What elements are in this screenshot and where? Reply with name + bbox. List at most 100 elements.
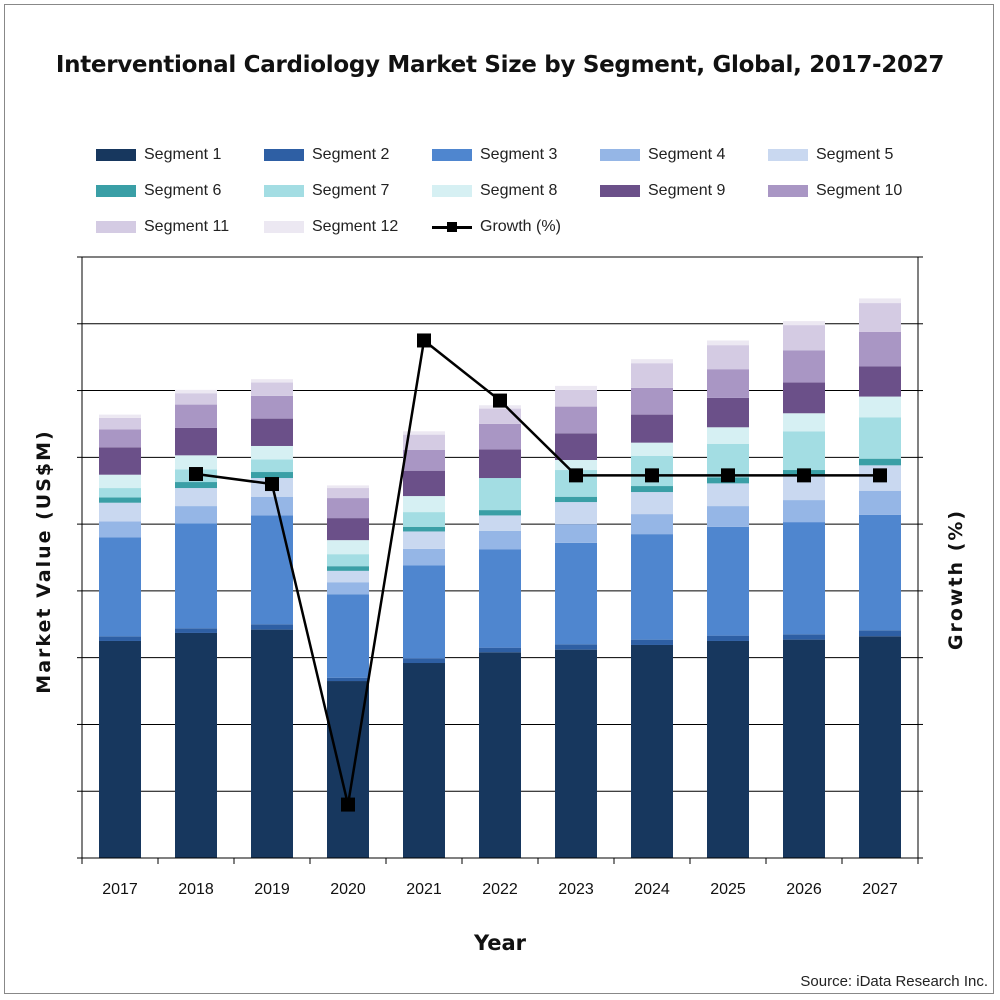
bar-segment xyxy=(783,634,825,640)
bar-segment xyxy=(99,447,141,475)
bar-segment xyxy=(99,636,141,641)
legend-swatch xyxy=(768,185,808,197)
growth-point xyxy=(493,393,507,408)
bar-segment xyxy=(251,624,293,630)
legend-swatch xyxy=(600,149,640,161)
growth-point xyxy=(189,467,203,482)
y2-axis-title: Growth (%) xyxy=(945,509,967,650)
bar-segment xyxy=(707,397,749,428)
y-axis-title: Market Value (US$M) xyxy=(33,429,55,693)
bar-segment xyxy=(99,417,141,430)
bar-segment xyxy=(99,414,141,418)
growth-point xyxy=(645,468,659,483)
chart-title: Interventional Cardiology Market Size by… xyxy=(55,52,945,78)
bar-segment xyxy=(555,406,597,434)
bar-segment xyxy=(783,431,825,471)
bar-segment xyxy=(251,629,293,858)
growth-point xyxy=(569,468,583,483)
bar-segment xyxy=(783,413,825,432)
bar-segment xyxy=(783,500,825,523)
bar-segment xyxy=(479,478,521,511)
x-tick-label: 2024 xyxy=(634,881,670,898)
bar-segment xyxy=(555,542,597,645)
growth-point xyxy=(265,477,279,492)
bar-segment xyxy=(783,382,825,414)
legend-label: Growth (%) xyxy=(480,218,561,235)
x-tick-label: 2018 xyxy=(178,881,214,898)
legend-swatch xyxy=(96,185,136,197)
bar-segment xyxy=(859,298,901,304)
x-tick-label: 2021 xyxy=(406,881,442,898)
bar-segment xyxy=(555,389,597,407)
bar-segment xyxy=(783,522,825,635)
bar-segment xyxy=(99,474,141,489)
legend-label: Segment 4 xyxy=(648,146,726,163)
growth-point xyxy=(721,468,735,483)
bar-segment xyxy=(251,395,293,419)
bar-segment xyxy=(251,382,293,396)
legend-label: Segment 11 xyxy=(144,218,230,235)
bar-segment xyxy=(175,628,217,633)
bar-segment xyxy=(631,486,673,493)
bar-segment xyxy=(327,498,369,519)
legend-line-marker xyxy=(432,221,472,233)
legend-item: Segment 9 xyxy=(600,181,725,201)
x-tick-label: 2026 xyxy=(786,881,822,898)
growth-point xyxy=(797,468,811,483)
legend-item: Segment 11 xyxy=(96,217,229,237)
legend-swatch xyxy=(600,185,640,197)
legend-label: Segment 10 xyxy=(816,182,903,199)
bar-segment xyxy=(327,540,369,555)
bar-segment xyxy=(251,515,293,625)
bar-segment xyxy=(327,681,369,858)
bar-segment xyxy=(175,506,217,524)
bar-segment xyxy=(859,630,901,637)
bar-segment xyxy=(707,640,749,858)
bar-segment xyxy=(707,427,749,444)
bar-segment xyxy=(555,649,597,858)
legend-swatch xyxy=(264,149,304,161)
source-note: Source: iData Research Inc. xyxy=(800,973,988,990)
bar-segment xyxy=(479,515,521,531)
bar-segment xyxy=(99,640,141,858)
bar-segment xyxy=(479,549,521,648)
growth-point xyxy=(341,797,355,812)
growth-point xyxy=(873,468,887,483)
bar-segment xyxy=(859,366,901,397)
x-tick-label: 2019 xyxy=(254,881,290,898)
bar-segment xyxy=(403,434,445,450)
x-tick-label: 2022 xyxy=(482,881,518,898)
bar-segment xyxy=(555,385,597,390)
bar-segment xyxy=(99,497,141,503)
bar-segment xyxy=(555,502,597,525)
bar-segment xyxy=(631,387,673,415)
legend-label: Segment 3 xyxy=(480,146,558,163)
bar-segment xyxy=(707,506,749,527)
bar-segment xyxy=(251,418,293,446)
bar-segment xyxy=(99,502,141,522)
bar-segment xyxy=(707,526,749,636)
bar-segment xyxy=(175,427,217,456)
bar-segment xyxy=(327,518,369,541)
bar-segment xyxy=(631,359,673,364)
bar-segment xyxy=(175,523,217,629)
bar-segment xyxy=(327,485,369,489)
bar-segment xyxy=(175,389,217,394)
x-tick-label: 2027 xyxy=(862,881,898,898)
bar-segment xyxy=(403,470,445,497)
legend-item: Segment 4 xyxy=(600,145,725,165)
x-tick-label: 2020 xyxy=(330,881,366,898)
bar-segment xyxy=(631,363,673,388)
bar-segment xyxy=(251,379,293,383)
legend-swatch xyxy=(432,185,472,197)
bar-segment xyxy=(175,455,217,470)
bar-segment xyxy=(555,496,597,503)
bar-segment xyxy=(479,423,521,450)
legend-label: Segment 1 xyxy=(144,146,222,163)
bar-segment xyxy=(403,512,445,527)
legend-item: Segment 2 xyxy=(264,145,389,165)
bar-segment xyxy=(175,482,217,489)
chart-frame xyxy=(4,4,994,994)
bar-segment xyxy=(327,554,369,567)
bar-segment xyxy=(707,345,749,370)
